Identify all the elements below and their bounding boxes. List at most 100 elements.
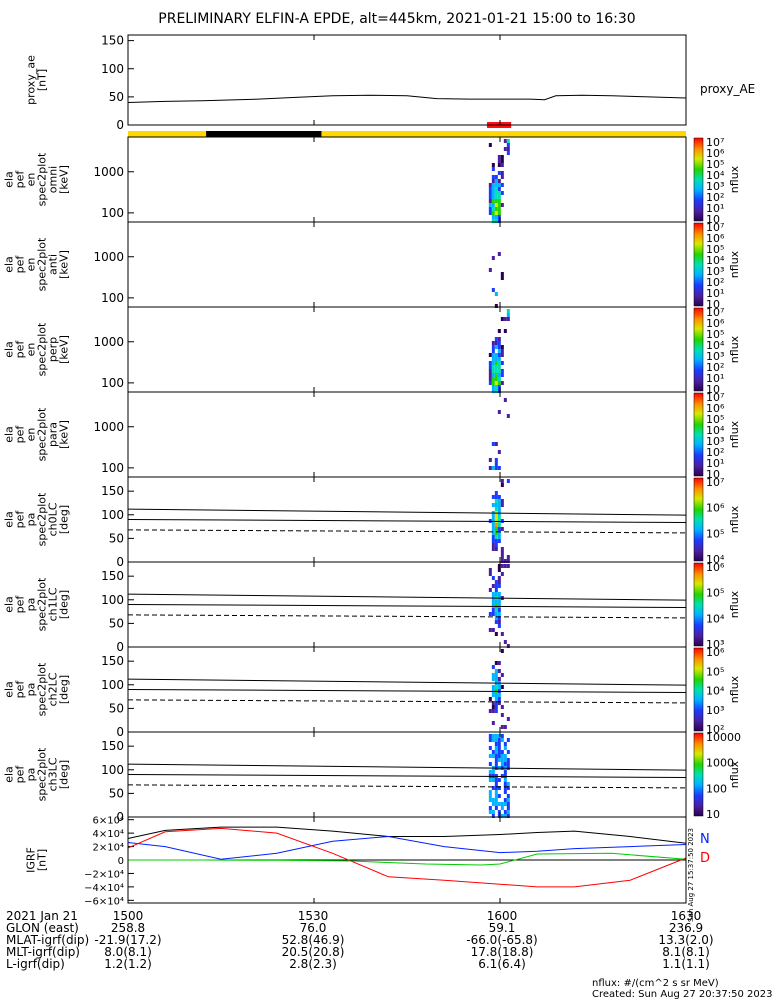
ytick-label: 0 — [116, 810, 124, 824]
proxy-ae-legend: proxy_AE — [700, 82, 755, 96]
colorbar-tick-label: 10⁷ — [706, 306, 724, 319]
ylabel-line: pef — [14, 680, 27, 699]
colorbar-label: nflux — [728, 165, 741, 193]
ytick-label: 100 — [101, 763, 124, 777]
ylabel-line: [keV] — [58, 250, 71, 279]
footer-row-label: MLT-igrf(dip) — [6, 945, 80, 959]
colorbar-tick-label: 10² — [706, 723, 724, 736]
colorbar-tick-label: 10⁶ — [706, 232, 725, 245]
ytick-label: 150 — [101, 739, 124, 753]
footer-cell: 1530 — [298, 909, 329, 923]
ela_pef_pa_spec2plot_ch1LC-colorbar: 10³ 10⁴ 10⁵ 10⁶ nflux — [693, 561, 741, 651]
colorbar-tick-label: 10³ — [706, 180, 724, 193]
ytick-label: 150 — [101, 569, 124, 583]
ylabel-line: proxy_ae — [25, 55, 38, 105]
footer-cell: 13.3(2.0) — [658, 933, 713, 947]
ylabel-line: pef — [14, 170, 27, 189]
colorbar-tick-label: 10³ — [706, 638, 724, 651]
pitch-angle-line — [127, 784, 687, 789]
footer-row-label: MLAT-igrf(dip) — [6, 933, 89, 947]
ylabel-line: pef — [14, 425, 27, 444]
ytick-label: 100 — [101, 62, 124, 76]
colorbar-tick-label: 10⁶ — [706, 646, 725, 659]
ytick-label: 1000 — [93, 420, 124, 434]
ylabel-line: ela — [3, 511, 16, 528]
colorbar-tick-label: 10² — [706, 191, 724, 204]
panel-IGRF: −6×10⁴ −4×10⁴ −2×10⁴ 0 2×10⁴ 4×10⁴ 6×10⁴ — [84, 816, 687, 907]
ytick-label: 150 — [101, 484, 124, 498]
colorbar-tick-label: 10⁷ — [706, 391, 724, 404]
ylabel-line: pa — [25, 513, 38, 527]
units-note: nflux: #/(cm^2 s sr MeV) — [592, 978, 719, 989]
series-N — [127, 835, 687, 860]
ytick-label: 0 — [116, 725, 124, 739]
ytick-label: 0 — [118, 856, 124, 867]
colorbar-label: nflux — [728, 675, 741, 703]
ylabel-line: spec2plot — [36, 407, 49, 461]
ylabel-line: pef — [14, 595, 27, 614]
series-proxy_AE — [127, 94, 687, 103]
ytick-label: 0 — [116, 640, 124, 654]
colorbar-tick-label: 10⁶ — [706, 502, 725, 515]
ytick-label: 1000 — [93, 165, 124, 179]
colorbar-tick-label: 10⁴ — [706, 685, 725, 698]
colorbar-tick-label: 10⁴ — [706, 254, 725, 267]
ylabel-line: [deg] — [58, 505, 71, 534]
ylabel-line: ela — [3, 256, 16, 273]
footer-cell: -21.9(17.2) — [94, 933, 161, 947]
ela_pef_pa_spec2plot_ch0LC-colorbar: 10⁴ 10⁵ 10⁶ 10⁷ nflux — [693, 476, 741, 566]
colorbar-tick-label: 10 — [706, 808, 720, 821]
colorbar-tick-label: 10¹ — [706, 372, 724, 385]
ylabel-line: para — [47, 422, 60, 447]
ylabel-line: ela — [3, 596, 16, 613]
footer-cell: 52.8(46.9) — [282, 933, 345, 947]
colorbar-tick-label: 10⁴ — [706, 553, 725, 566]
ytick-label: 0 — [116, 118, 124, 132]
footer-cell: 1.2(1.2) — [104, 957, 152, 971]
footer-cell: 76.0 — [300, 921, 327, 935]
ylabel-line: ch0LC — [47, 502, 60, 536]
panel-ela_pef_en_spec2plot_omni: 100 1000 — [93, 136, 687, 223]
ytick-label: 150 — [101, 654, 124, 668]
ela_pef_en_spec2plot_para-frame — [127, 391, 687, 478]
footer-cell: 1.1(1.1) — [662, 957, 710, 971]
colorbar-tick-label: 10 — [706, 383, 720, 396]
ylabel-line: ch3LC — [47, 757, 60, 791]
pitch-angle-line — [127, 604, 687, 608]
ylabel-line: pef — [14, 765, 27, 784]
pitch-angle-line — [127, 519, 687, 523]
footer-row-label: 2021 Jan 21 — [6, 909, 78, 923]
ytick-label: 1000 — [93, 335, 124, 349]
footer-cell: 1600 — [487, 909, 518, 923]
ytick-label: 2×10⁴ — [93, 843, 124, 854]
colorbar-label: nflux — [728, 250, 741, 278]
ela_pef_en_spec2plot_para-spectrogram — [488, 398, 510, 470]
footer-cell: 6.1(6.4) — [478, 957, 526, 971]
panel-ela_pef_en_spec2plot_para: 100 1000 — [93, 391, 687, 478]
pitch-angle-line — [127, 699, 687, 704]
ylabel-line: spec2plot — [36, 492, 49, 546]
colorbar-label: nflux — [728, 420, 741, 448]
ylabel-line: [deg] — [58, 675, 71, 704]
colorbar-label: nflux — [728, 590, 741, 618]
ylabel-line: [deg] — [58, 760, 71, 789]
colorbar-tick-label: 10² — [706, 446, 724, 459]
panel-ela_pef_pa_spec2plot_ch0LC: 0 50 100 150 — [101, 476, 687, 569]
ela_pef_en_spec2plot_omni-spectrogram — [488, 139, 510, 223]
ylabel-line: ela — [3, 171, 16, 188]
pitch-angle-line — [127, 529, 687, 534]
colorbar-tick-label: 10³ — [706, 704, 724, 717]
colorbar-tick-label: 10⁴ — [706, 339, 725, 352]
colorbar-tick-label: 10² — [706, 276, 724, 289]
ytick-label: 50 — [109, 786, 124, 800]
ylabel-line: ela — [3, 766, 16, 783]
series-D — [127, 827, 687, 888]
ela_pef_pa_spec2plot_ch2LC-spectrogram — [488, 649, 510, 729]
pitch-angle-line — [127, 774, 687, 778]
